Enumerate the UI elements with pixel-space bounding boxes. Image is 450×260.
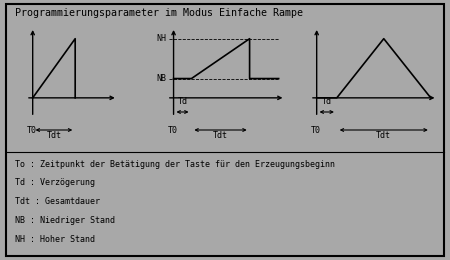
Text: Tdt: Tdt <box>376 131 391 140</box>
Text: NH: NH <box>157 34 167 43</box>
Text: Programmierungsparameter im Modus Einfache Rampe: Programmierungsparameter im Modus Einfac… <box>15 8 303 18</box>
Text: NB: NB <box>157 74 167 83</box>
Text: Td: Td <box>322 96 332 106</box>
Text: T0: T0 <box>311 126 321 135</box>
Text: To : Zeitpunkt der Betätigung der Taste für den Erzeugungsbeginn: To : Zeitpunkt der Betätigung der Taste … <box>15 160 335 168</box>
Text: NB : Niedriger Stand: NB : Niedriger Stand <box>15 216 115 225</box>
Text: T0: T0 <box>27 126 37 135</box>
Text: T0: T0 <box>168 126 178 135</box>
Text: Td : Verzögerung: Td : Verzögerung <box>15 178 95 187</box>
Text: Td: Td <box>177 96 188 106</box>
Text: Tdt : Gesamtdauer: Tdt : Gesamtdauer <box>15 197 100 206</box>
Text: Tdt: Tdt <box>213 131 228 140</box>
Text: NH : Hoher Stand: NH : Hoher Stand <box>15 235 95 244</box>
Text: Tdt: Tdt <box>46 131 62 140</box>
